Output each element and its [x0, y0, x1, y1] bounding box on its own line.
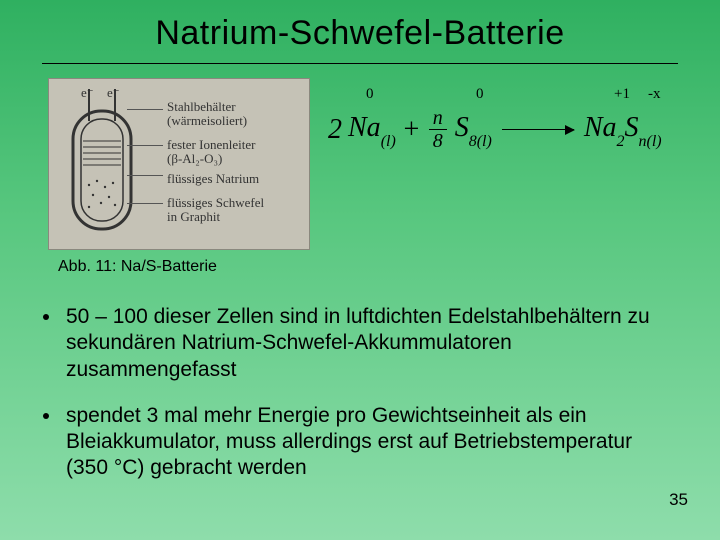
- electrode-right-label: e⁻: [107, 85, 120, 101]
- equation-area: 0 0 +1 -x 2 Na(l) + n 8 S8(l) Na2Sn(l): [328, 78, 672, 206]
- leader-2: [127, 145, 163, 146]
- scan-label-2: (wärmeisoliert): [167, 113, 247, 129]
- eq-plus: +: [402, 114, 421, 146]
- scan-label-4: (β-Al₂-O₃): [167, 151, 222, 167]
- bullet-2: spendet 3 mal mehr Energie pro Gewichtse…: [62, 403, 676, 482]
- leader-4: [127, 203, 163, 204]
- eq-frac-den: 8: [429, 129, 447, 151]
- electrode-left-label: e⁻: [81, 85, 94, 101]
- bullet-1: 50 – 100 dieser Zellen sind in luftdicht…: [62, 304, 676, 383]
- eq-sp2-sub: 8: [469, 133, 477, 150]
- eq-sp1: Na: [348, 112, 381, 143]
- eq-prod-sub1: 2: [617, 133, 625, 150]
- title-rule: [42, 63, 678, 64]
- eq-prod-sub2: n: [639, 133, 647, 150]
- eq-arrow-icon: [502, 129, 574, 130]
- leader-3: [127, 175, 163, 176]
- ox-na-left: 0: [366, 86, 374, 103]
- eq-ph1: (l): [381, 133, 396, 150]
- slide-title: Natrium-Schwefel-Batterie: [0, 0, 720, 53]
- ox-s-right: -x: [648, 86, 661, 103]
- cell-schematic: e⁻ e⁻: [59, 89, 149, 239]
- leader-1: [127, 109, 163, 110]
- eq-prod-s: S: [625, 112, 639, 143]
- page-number: 35: [669, 490, 688, 510]
- figure-block: e⁻ e⁻ Stahlbehälter (wärmeisoliert) fest…: [48, 78, 308, 276]
- bullet-list: 50 – 100 dieser Zellen sind in luftdicht…: [62, 304, 676, 482]
- eq-coef1: 2: [328, 114, 342, 146]
- reaction-equation: 2 Na(l) + n 8 S8(l) Na2Sn(l): [328, 108, 672, 151]
- scan-label-7: in Graphit: [167, 209, 220, 225]
- eq-frac: n 8: [429, 108, 447, 151]
- eq-ph2: (l): [477, 133, 492, 150]
- figure-caption: Abb. 11: Na/S-Batterie: [48, 258, 308, 276]
- eq-prod-na: Na: [584, 112, 617, 143]
- scan-label-5: flüssiges Natrium: [167, 171, 259, 187]
- content-row: e⁻ e⁻ Stahlbehälter (wärmeisoliert) fest…: [0, 78, 720, 276]
- oxidation-numbers: 0 0 +1 -x: [328, 86, 672, 106]
- cell-svg: [59, 89, 149, 239]
- eq-sp2: S: [455, 112, 469, 143]
- eq-frac-num: n: [429, 108, 447, 129]
- battery-figure: e⁻ e⁻ Stahlbehälter (wärmeisoliert) fest…: [48, 78, 310, 250]
- ox-na-right: +1: [614, 86, 630, 103]
- eq-ph3: (l): [647, 133, 662, 150]
- ox-s-left: 0: [476, 86, 484, 103]
